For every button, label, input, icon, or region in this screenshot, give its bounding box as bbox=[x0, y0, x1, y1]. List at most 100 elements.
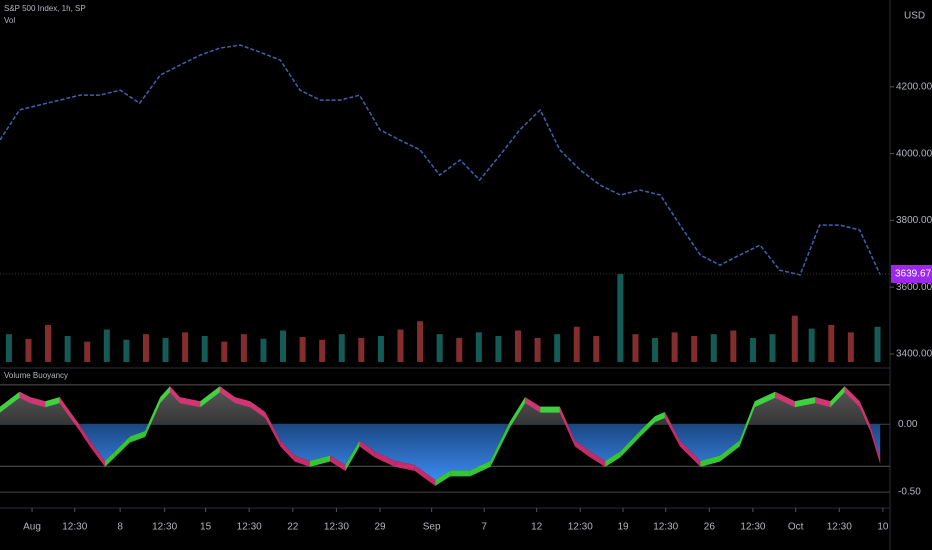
x-tick-label: 12:30 bbox=[568, 522, 593, 533]
buoyancy-segment bbox=[129, 431, 146, 443]
volume-bar bbox=[280, 330, 287, 362]
buoyancy-segment bbox=[309, 455, 331, 467]
buoyancy-segment bbox=[815, 397, 831, 408]
volume-bar bbox=[828, 324, 835, 362]
buoyancy-segment bbox=[330, 455, 346, 471]
buoyancy-segment bbox=[374, 451, 396, 467]
volume-bar bbox=[142, 334, 149, 362]
buoyancy-segment bbox=[345, 440, 360, 471]
volume-bar bbox=[201, 336, 208, 362]
volume-bar bbox=[260, 338, 267, 362]
y-tick-label: 3800.00 bbox=[896, 215, 932, 226]
x-tick-label: 10 bbox=[877, 522, 889, 533]
buoyancy-segment bbox=[179, 397, 201, 408]
buoyancy-segment bbox=[540, 406, 560, 413]
volume-bar bbox=[534, 337, 541, 362]
buoyancy-segment bbox=[754, 391, 776, 408]
y-tick-label: 4200.00 bbox=[896, 81, 932, 92]
volume-bar bbox=[397, 329, 404, 362]
buoyancy-segment bbox=[89, 440, 106, 467]
buoyancy-segment bbox=[359, 440, 375, 458]
x-tick-label: 15 bbox=[200, 522, 212, 533]
buoyancy-segment bbox=[605, 451, 621, 467]
volume-bar bbox=[84, 341, 91, 362]
price-line bbox=[0, 44, 881, 276]
buoyancy-segment bbox=[30, 397, 46, 408]
last-price-box bbox=[891, 264, 932, 283]
buoyancy-segment bbox=[280, 440, 295, 462]
volume-bar bbox=[632, 334, 639, 362]
x-tick-label: 12:30 bbox=[827, 522, 852, 533]
buoyancy-segment bbox=[200, 386, 220, 408]
buoyancy-segment bbox=[490, 421, 510, 467]
buoyancy-segment bbox=[509, 397, 526, 428]
volume-bar bbox=[240, 334, 247, 362]
volume-bar bbox=[221, 341, 228, 362]
volume-bar bbox=[791, 315, 798, 362]
buoyancy-segment bbox=[700, 455, 721, 467]
buoyancy-segment bbox=[145, 397, 161, 438]
currency-label: USD bbox=[904, 11, 925, 22]
x-tick-label: 8 bbox=[117, 522, 123, 533]
buoyancy-segment bbox=[664, 412, 680, 447]
y-tick-label: 0.00 bbox=[898, 419, 918, 430]
buoyancy-segment bbox=[414, 464, 436, 486]
buoyancy-segment bbox=[219, 386, 235, 404]
buoyancy-segment bbox=[250, 401, 266, 419]
volume-bar bbox=[456, 337, 463, 362]
buoyancy-segment bbox=[435, 470, 451, 486]
buoyancy-segment bbox=[655, 412, 665, 423]
buoyancy-segment bbox=[19, 391, 31, 404]
volume-bar bbox=[730, 330, 737, 362]
buoyancy-segment bbox=[639, 416, 656, 438]
buoyancy-segment bbox=[574, 440, 591, 458]
volume-bar bbox=[652, 337, 659, 362]
x-tick-label: 12:30 bbox=[324, 522, 349, 533]
buoyancy-segment bbox=[830, 386, 845, 408]
volume-bar bbox=[495, 336, 502, 362]
volume-bar bbox=[808, 328, 815, 362]
x-tick-label: 26 bbox=[704, 522, 716, 533]
volume-bar bbox=[847, 332, 854, 362]
volume-bar bbox=[573, 326, 580, 362]
indicator-title: Volume Buoyancy bbox=[4, 371, 68, 380]
volume-bar bbox=[299, 336, 306, 362]
buoyancy-segment bbox=[80, 425, 90, 447]
volume-bar bbox=[162, 337, 169, 362]
y-tick-label: 4000.00 bbox=[896, 148, 932, 159]
volume-bar bbox=[710, 334, 717, 362]
volume-bar bbox=[103, 329, 110, 362]
volume-bar bbox=[338, 334, 345, 362]
buoyancy-segment bbox=[45, 397, 60, 408]
volume-bar bbox=[182, 332, 189, 362]
volume-bar bbox=[617, 273, 624, 362]
x-tick-label: 12:30 bbox=[740, 522, 765, 533]
buoyancy-segment bbox=[70, 412, 81, 432]
buoyancy-segment bbox=[234, 397, 251, 408]
volume-bar bbox=[123, 339, 130, 362]
last-price-label: 3639.67 bbox=[895, 269, 932, 280]
buoyancy-segment bbox=[844, 386, 860, 408]
volume-bar bbox=[769, 334, 776, 362]
x-tick-label: Aug bbox=[23, 522, 41, 533]
buoyancy-segment bbox=[525, 397, 541, 413]
x-tick-label: Sep bbox=[423, 522, 441, 533]
buoyancy-segment bbox=[0, 391, 20, 413]
volume-bar bbox=[5, 334, 12, 362]
x-tick-label: 12:30 bbox=[237, 522, 262, 533]
buoyancy-segment bbox=[720, 440, 740, 462]
symbol-title: S&P 500 Index, 1h, SP bbox=[4, 4, 86, 13]
x-tick-label: 12:30 bbox=[62, 522, 87, 533]
buoyancy-segment bbox=[105, 451, 115, 467]
volume-bar bbox=[691, 336, 698, 362]
volume-bar bbox=[593, 336, 600, 362]
x-tick-label: 22 bbox=[287, 522, 299, 533]
volume-bar bbox=[514, 330, 521, 362]
volume-bar bbox=[554, 334, 561, 362]
buoyancy-segment bbox=[775, 391, 795, 408]
buoyancy-segment bbox=[620, 431, 640, 458]
volume-bar bbox=[749, 337, 756, 362]
x-tick-label: 7 bbox=[481, 522, 487, 533]
buoyancy-segment bbox=[739, 401, 755, 447]
